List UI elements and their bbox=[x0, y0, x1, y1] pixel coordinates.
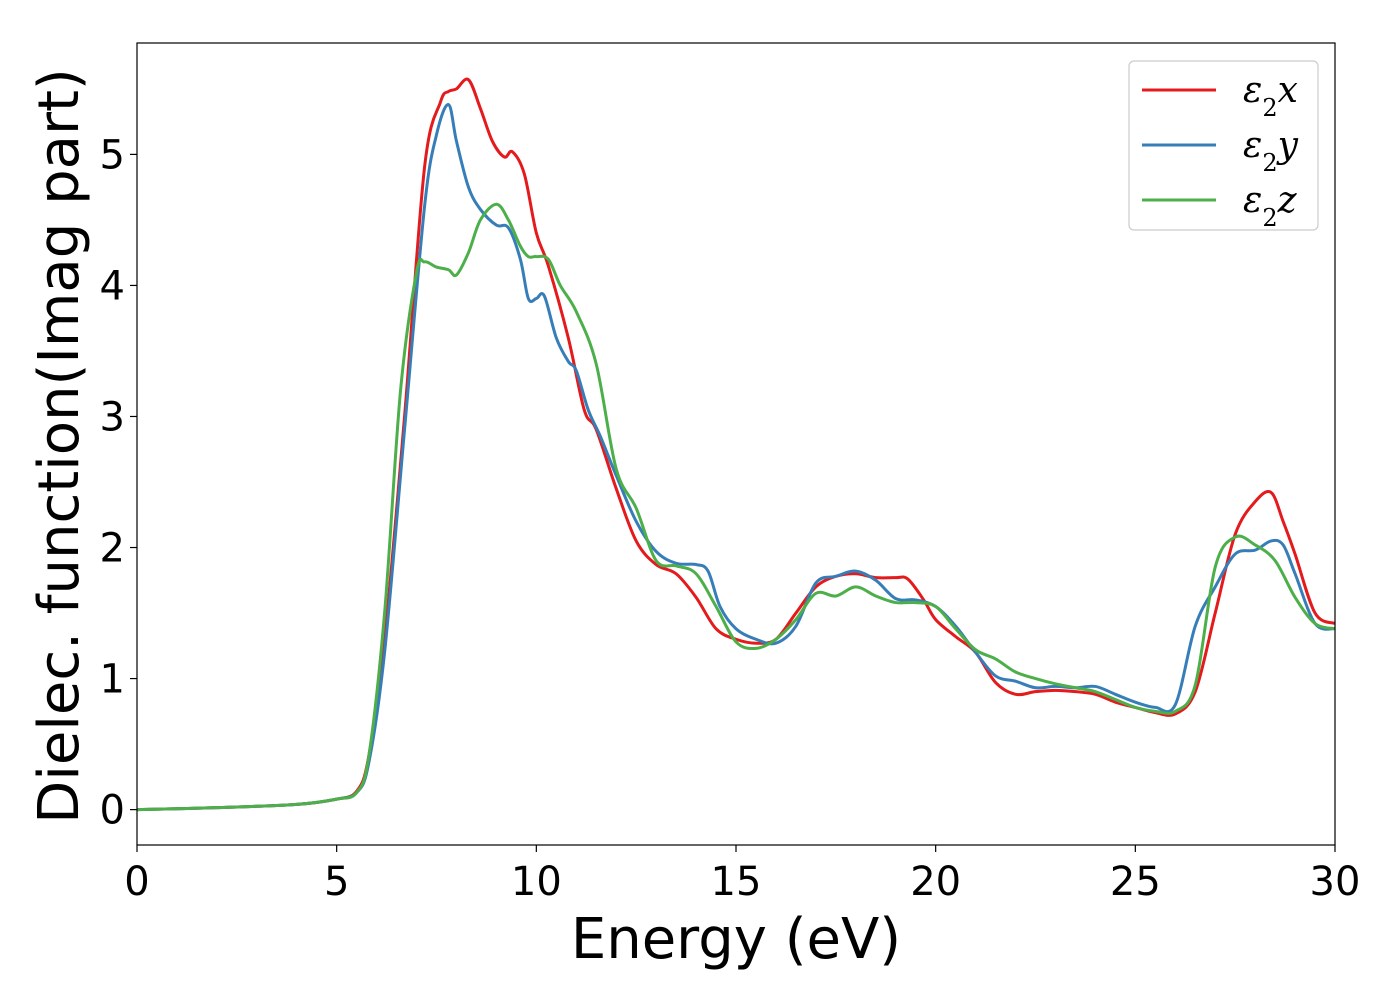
x-tick-label: 0 bbox=[124, 859, 149, 905]
legend-label-x: ε2x bbox=[1243, 70, 1298, 122]
y-tick-label: 3 bbox=[100, 394, 125, 440]
legend-label-y: ε2y bbox=[1243, 125, 1299, 177]
x-tick-label: 5 bbox=[324, 859, 349, 905]
y-tick-label: 4 bbox=[100, 263, 125, 309]
y-tick-label: 5 bbox=[100, 132, 125, 178]
x-tick-label: 15 bbox=[711, 859, 762, 905]
y-tick-label: 2 bbox=[100, 526, 125, 572]
y-tick-label: 1 bbox=[100, 657, 125, 703]
x-tick-label: 10 bbox=[511, 859, 562, 905]
ticks-layer: 0 5 10 15 20 25 30 0 1 2 3 4 5 bbox=[100, 132, 1361, 905]
y-tick-label: 0 bbox=[100, 788, 125, 834]
legend-label-z: ε2z bbox=[1243, 180, 1298, 232]
series-line-z bbox=[137, 202, 1335, 812]
y-axis-title: Dielec. function(Imag part) bbox=[27, 68, 92, 824]
x-tick-label: 30 bbox=[1310, 859, 1361, 905]
series-layer bbox=[137, 77, 1335, 812]
series-line-y bbox=[137, 103, 1335, 812]
x-tick-label: 25 bbox=[1110, 859, 1161, 905]
legend-box bbox=[1128, 60, 1319, 231]
x-axis-title: Energy (eV) bbox=[571, 907, 901, 972]
x-tick-label: 20 bbox=[910, 859, 961, 905]
